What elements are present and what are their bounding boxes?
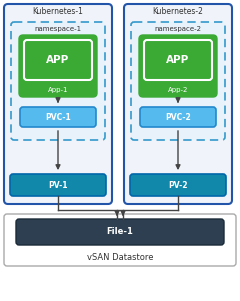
Text: PV-2: PV-2: [168, 181, 188, 190]
FancyBboxPatch shape: [20, 107, 96, 127]
FancyBboxPatch shape: [19, 35, 97, 97]
Text: Kubernetes-2: Kubernetes-2: [153, 7, 204, 15]
FancyBboxPatch shape: [140, 107, 216, 127]
FancyBboxPatch shape: [16, 219, 224, 245]
FancyBboxPatch shape: [139, 35, 217, 97]
Text: PVC-2: PVC-2: [165, 113, 191, 122]
Text: File-1: File-1: [107, 228, 133, 237]
Text: APP: APP: [166, 55, 190, 65]
FancyBboxPatch shape: [24, 40, 92, 80]
Text: PV-1: PV-1: [48, 181, 68, 190]
FancyBboxPatch shape: [11, 22, 105, 140]
Text: namespace-1: namespace-1: [34, 26, 82, 32]
Text: APP: APP: [46, 55, 70, 65]
Text: App-2: App-2: [168, 87, 188, 93]
FancyBboxPatch shape: [10, 174, 106, 196]
Text: PVC-1: PVC-1: [45, 113, 71, 122]
FancyBboxPatch shape: [124, 4, 232, 204]
FancyBboxPatch shape: [131, 22, 225, 140]
Text: App-1: App-1: [48, 87, 68, 93]
Text: vSAN Datastore: vSAN Datastore: [87, 253, 153, 262]
FancyBboxPatch shape: [4, 4, 112, 204]
FancyBboxPatch shape: [130, 174, 226, 196]
FancyBboxPatch shape: [4, 214, 236, 266]
FancyBboxPatch shape: [144, 40, 212, 80]
Text: namespace-2: namespace-2: [155, 26, 202, 32]
Text: Kubernetes-1: Kubernetes-1: [33, 7, 84, 15]
